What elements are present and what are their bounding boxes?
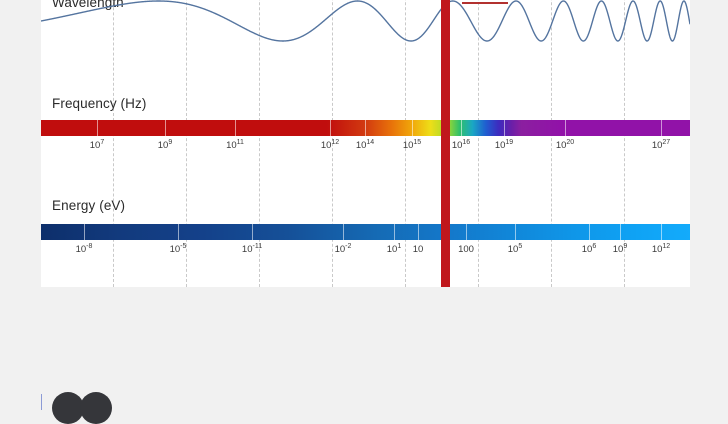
energy-row-label: Energy (eV) bbox=[52, 198, 126, 213]
spectrum-chart-panel: Wavelength Frequency (Hz) 107 109 1011 1012… bbox=[41, 0, 690, 287]
frequency-bar-tick-5 bbox=[412, 120, 413, 136]
energy-tick-label-4: 101 bbox=[386, 242, 402, 255]
energy-bar-tick-5 bbox=[418, 224, 419, 240]
gridline-2 bbox=[259, 0, 261, 287]
frequency-spectrum-bar bbox=[41, 120, 690, 136]
frequency-bar-tick-9 bbox=[661, 120, 662, 136]
frequency-row-label: Frequency (Hz) bbox=[52, 96, 147, 111]
energy-bar-tick-8 bbox=[589, 224, 590, 240]
wavelength-waveform bbox=[41, 0, 690, 42]
energy-tick-label-7: 105 bbox=[507, 242, 523, 255]
marker-top-rule bbox=[462, 2, 508, 4]
visible-light-marker-line bbox=[441, 0, 450, 287]
energy-bar-tick-3 bbox=[343, 224, 344, 240]
energy-bar-tick-1 bbox=[178, 224, 179, 240]
frequency-tick-label-2: 1011 bbox=[226, 138, 244, 151]
frequency-tick-label-9: 1027 bbox=[651, 138, 671, 151]
frequency-tick-label-8: 1020 bbox=[555, 138, 575, 151]
energy-spectrum-bar bbox=[41, 224, 690, 240]
frequency-tick-label-0: 107 bbox=[89, 138, 105, 151]
frequency-bar-tick-6 bbox=[461, 120, 462, 136]
frequency-tick-label-7: 1019 bbox=[494, 138, 514, 151]
avatar-2[interactable] bbox=[80, 392, 112, 424]
frequency-tick-label-6: 1016 bbox=[451, 138, 471, 151]
energy-tick-label-9: 109 bbox=[612, 242, 628, 255]
left-accent-rule bbox=[41, 394, 42, 410]
gridline-3 bbox=[332, 0, 334, 287]
frequency-tick-label-3: 1012 bbox=[320, 138, 340, 151]
energy-tick-label-1: 10-5 bbox=[169, 242, 187, 255]
frequency-tick-label-5: 1015 bbox=[402, 138, 422, 151]
energy-bar-tick-9 bbox=[620, 224, 621, 240]
energy-bar-tick-7 bbox=[515, 224, 516, 240]
frequency-tick-label-4: 1014 bbox=[355, 138, 375, 151]
energy-bar-tick-10 bbox=[661, 224, 662, 240]
gridline-1 bbox=[186, 0, 188, 287]
energy-bar-tick-0 bbox=[84, 224, 85, 240]
energy-tick-label-8: 106 bbox=[581, 242, 597, 255]
energy-bar-tick-2 bbox=[252, 224, 253, 240]
energy-tick-label-3: 10-2 bbox=[334, 242, 352, 255]
frequency-bar-tick-7 bbox=[504, 120, 505, 136]
energy-bar-tick-4 bbox=[394, 224, 395, 240]
gridline-5 bbox=[478, 0, 480, 287]
frequency-bar-tick-0 bbox=[97, 120, 98, 136]
energy-bar-tick-6 bbox=[466, 224, 467, 240]
frequency-bar-tick-2 bbox=[235, 120, 236, 136]
energy-tick-label-2: 10-11 bbox=[241, 242, 263, 255]
frequency-bar-tick-3 bbox=[330, 120, 331, 136]
energy-tick-label-6: 100 bbox=[458, 244, 474, 255]
frequency-bar-tick-8 bbox=[565, 120, 566, 136]
gridline-7 bbox=[624, 0, 626, 287]
frequency-bar-tick-4 bbox=[365, 120, 366, 136]
wavelength-row-label: Wavelength bbox=[52, 0, 124, 10]
energy-tick-label-0: 10-8 bbox=[75, 242, 93, 255]
gridline-4 bbox=[405, 0, 407, 287]
frequency-bar-tick-1 bbox=[165, 120, 166, 136]
energy-tick-label-5: 10 bbox=[412, 244, 424, 255]
gridline-0 bbox=[113, 0, 115, 287]
frequency-tick-label-1: 109 bbox=[157, 138, 173, 151]
energy-tick-label-10: 1012 bbox=[651, 242, 671, 255]
gridline-6 bbox=[551, 0, 553, 287]
